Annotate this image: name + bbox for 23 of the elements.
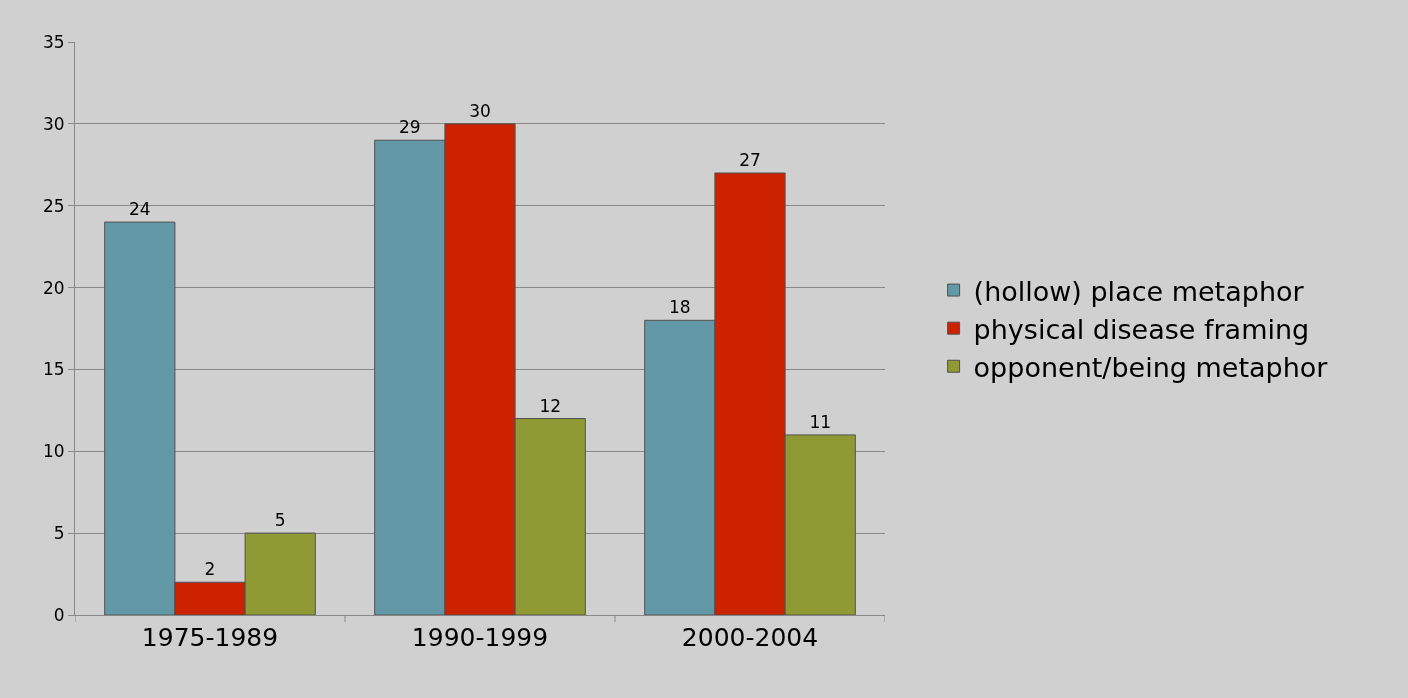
y-tick-label: 25 — [42, 195, 65, 216]
data-label: 2 — [204, 559, 216, 580]
y-tick-label: 0 — [53, 604, 65, 625]
x-tick-label: 1990-1999 — [411, 623, 549, 652]
data-label: 30 — [469, 100, 491, 121]
y-tick-label: 20 — [42, 277, 65, 298]
data-label: 24 — [128, 199, 151, 220]
y-tick-label: 30 — [42, 113, 65, 134]
x-tick-label: 1975-1989 — [141, 623, 279, 652]
y-tick-label: 35 — [42, 31, 65, 52]
legend-label: (hollow) place metaphor — [973, 275, 1305, 307]
data-label: 18 — [668, 297, 691, 318]
data-label: 5 — [274, 510, 286, 531]
y-tick-label: 10 — [42, 441, 65, 462]
y-tick-label: 5 — [53, 523, 65, 544]
data-label: 12 — [539, 395, 562, 416]
data-label: 27 — [739, 149, 761, 170]
x-tick-label: 2000-2004 — [681, 623, 819, 652]
y-tick-label: 15 — [42, 359, 65, 380]
legend-label: physical disease framing — [973, 313, 1310, 345]
data-label: 29 — [398, 117, 421, 138]
legend-label: opponent/being metaphor — [973, 351, 1329, 383]
data-label: 11 — [809, 411, 832, 432]
